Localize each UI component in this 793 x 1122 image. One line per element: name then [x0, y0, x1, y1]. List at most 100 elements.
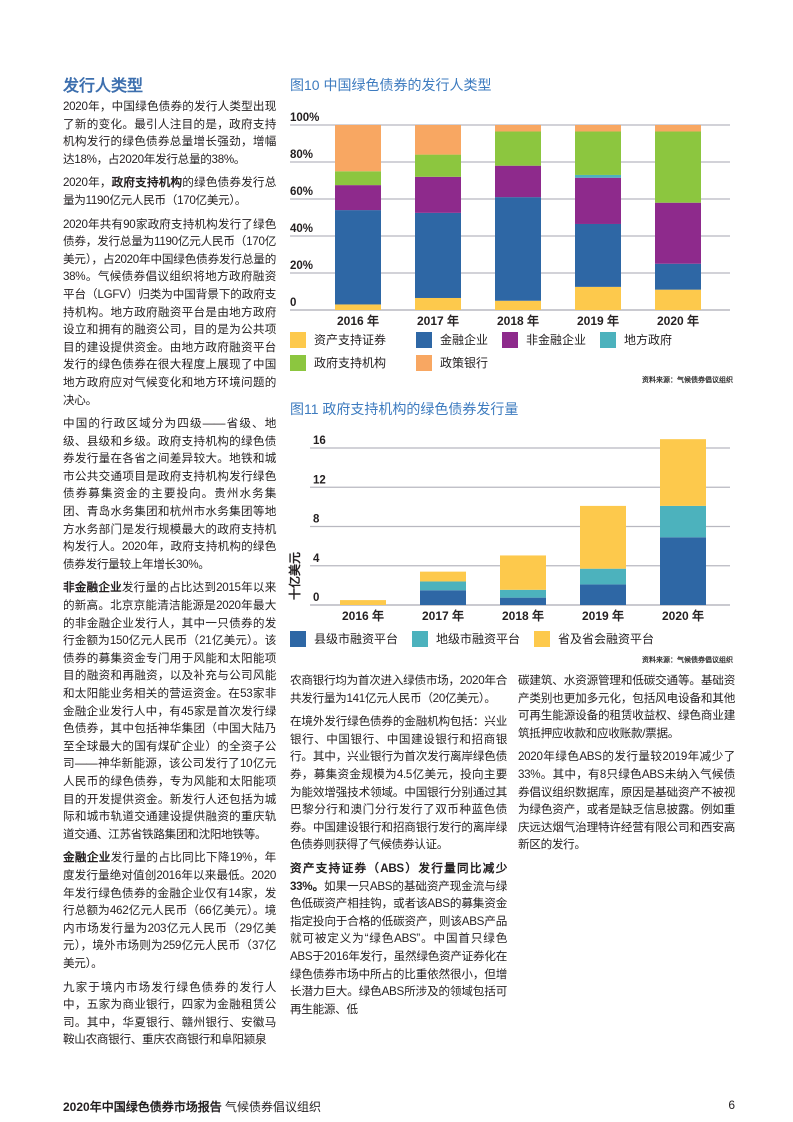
bar-segment: [655, 202, 701, 264]
legend-label: 政府支持机构: [314, 356, 387, 370]
y-tick-label: 40%: [290, 223, 313, 235]
legend-label: 地方政府: [624, 333, 673, 347]
bar-segment: [495, 125, 541, 132]
y-tick-label: 80%: [290, 149, 313, 161]
bar-segment: [660, 439, 706, 506]
legend-label: 地级市融资平台: [436, 632, 521, 646]
y-tick-label: 100%: [290, 112, 319, 124]
legend-swatch: [290, 331, 306, 348]
y-tick-label: 16: [313, 435, 326, 447]
legend-label: 资产支持证券: [314, 333, 387, 347]
x-tick-label: 2017 年: [417, 313, 459, 328]
paragraph: 2020年，政府支持机构的绿色债券发行总量为1190亿元人民币（170亿美元）。: [63, 174, 276, 209]
bar-segment: [420, 590, 466, 605]
bar-segment: [580, 505, 626, 569]
bar-segment: [500, 589, 546, 598]
legend-label: 金融企业: [440, 333, 489, 347]
bar-segment: [655, 125, 701, 132]
paragraph: 九家于境内市场发行绿色债券的发行人中，五家为商业银行，四家为金融租赁公司。其中，…: [63, 980, 276, 1047]
x-tick-label: 2018 年: [502, 608, 544, 623]
text: 发行量的占比达到2015年以来的新高。北京京能清洁能源是2020年最大的非金融企…: [63, 581, 276, 841]
paragraph: 金融企业发行量的占比同比下降19%，年度发行量绝对值创2016年以来最低。202…: [63, 849, 276, 972]
y-axis-label: 十亿美元: [287, 552, 302, 600]
bar-segment: [500, 555, 546, 590]
x-tick-label: 2016 年: [342, 608, 384, 623]
paragraph: 农商银行均为首次进入绿债市场，2020年合共发行量为141亿元人民币（20亿美元…: [290, 674, 507, 705]
chart10-legend: 资产支持证券 金融企业 非金融企业 地方政府政府支持机构 政策银行: [290, 331, 735, 371]
x-tick-label: 2020 年: [657, 313, 699, 328]
bar-segment: [575, 131, 621, 175]
legend-swatch: [290, 354, 306, 371]
bold-term: 政府支持机构: [111, 176, 183, 190]
bar-segment: [575, 223, 621, 287]
text: 的绿色债券发行总量为1190亿元人民币（170亿美元）。: [63, 176, 276, 207]
x-tick-label: 2019 年: [582, 608, 624, 623]
bar-segment: [580, 584, 626, 605]
x-tick-label: 2019 年: [577, 313, 619, 328]
chart10-source: 资料来源：气候债券倡议组织: [642, 377, 733, 384]
legend-item: 金融企业: [416, 331, 488, 348]
bar-segment: [340, 600, 386, 605]
legend-item: 地方政府: [600, 331, 672, 348]
bar-segment: [655, 263, 701, 290]
report-title: 2020年中国绿色债券市场报告: [63, 1100, 222, 1114]
bar-segment: [500, 597, 546, 605]
legend-swatch: [412, 630, 429, 647]
left-column: 2020年，中国绿色债券的发行人类型出现了新的变化。最引人注目的是，政府支持机构…: [63, 98, 276, 1055]
chart10-issuer-type: 0 20% 40% 60% 80% 100% 2016 年 2017 年 2018 年 2019 …: [290, 112, 730, 328]
legend-label: 省及省会融资平台: [558, 632, 655, 646]
paragraph: 资产支持证券（ABS）发行量同比减少33%。如果一只ABS的基础资产现金流与绿色…: [290, 860, 507, 1018]
x-tick-label: 2018 年: [497, 313, 539, 328]
bar-segment: [420, 581, 466, 591]
chart11-legend: 县级市融资平台 地级市融资平台 省及省会融资平台: [290, 630, 735, 647]
page-footer: 2020年中国绿色债券市场报告 气候债券倡议组织 6: [63, 1098, 735, 1115]
text: 发行量的占比同比下降19%，年度发行量绝对值创2016年以来最低。2020年发行…: [63, 851, 276, 970]
bar-segment: [335, 171, 381, 186]
legend-item: 政策银行: [416, 354, 488, 371]
middle-column: 农商银行均为首次进入绿债市场，2020年合共发行量为141亿元人民币（20亿美元…: [290, 672, 507, 1024]
bar-segment: [575, 286, 621, 310]
y-tick-label: 0: [290, 297, 296, 309]
y-tick-label: 8: [313, 514, 320, 526]
bar-segment: [415, 125, 461, 155]
chart11-source: 资料来源：气候债券倡议组织: [642, 657, 733, 664]
text: 2020年，: [63, 176, 112, 190]
paragraph: 2020年共有90家政府支持机构发行了绿色债券，发行总量为1190亿元人民币（1…: [63, 217, 276, 407]
bar-segment: [660, 537, 706, 605]
page-number: 6: [728, 1098, 735, 1112]
bold-term: 资产支持证券（ABS）发行量同比减少33%。: [290, 861, 507, 893]
bar-segment: [660, 505, 706, 538]
legend-swatch: [416, 354, 432, 371]
paragraph: 2020年，中国绿色债券的发行人类型出现了新的变化。最引人注目的是，政府支持机构…: [63, 100, 276, 166]
paragraph: 非金融企业发行量的占比达到2015年以来的新高。北京京能清洁能源是2020年最大…: [63, 579, 276, 843]
x-tick-label: 2017 年: [422, 608, 464, 623]
bar-segment: [495, 165, 541, 198]
bar-segment: [575, 177, 621, 224]
paragraph: 在境外发行绿色债券的金融机构包括：兴业银行、中国银行、中国建设银行和招商银行。其…: [290, 715, 507, 852]
bar-segment: [335, 185, 381, 211]
bar-segment: [415, 154, 461, 177]
y-tick-label: 12: [313, 474, 326, 486]
bar-segment: [655, 131, 701, 203]
legend-label: 非金融企业: [526, 333, 587, 347]
bar-segment: [495, 197, 541, 301]
paragraph: 中国的行政区域分为四级——省级、地级、县级和乡级。政府支持机构的绿色债券发行量在…: [63, 417, 276, 571]
legend-label: 政策银行: [440, 356, 489, 370]
chart11-government-backed-issuance: 0 4 8 12 16 2016 年 2017 年 2018 年 2019 年 2020 年 十亿美…: [287, 435, 730, 623]
bar-segment: [495, 300, 541, 310]
organization: 气候债券倡议组织: [225, 1100, 322, 1114]
bar-segment: [415, 297, 461, 310]
paragraph: 碳建筑、水资源管理和低碳交通等。基础资产类别也更加多元化，包括风电设备和其他可再…: [518, 674, 735, 740]
y-tick-label: 20%: [290, 260, 313, 272]
bar-segment: [580, 568, 626, 585]
legend-swatch: [534, 630, 551, 647]
x-tick-label: 2020 年: [662, 608, 704, 623]
y-tick-label: 60%: [290, 186, 313, 198]
chart11-title: 图11 政府支持机构的绿色债券发行量: [290, 401, 519, 417]
legend-swatch: [416, 331, 432, 348]
legend-label: 县级市融资平台: [314, 632, 399, 646]
section-title: 发行人类型: [63, 78, 144, 95]
paragraph: 2020年绿色ABS的发行量较2019年减少了33%。其中，有8只绿色ABS未纳…: [518, 750, 735, 852]
bar-segment: [575, 174, 621, 178]
legend-item: 资产支持证券: [290, 331, 402, 348]
